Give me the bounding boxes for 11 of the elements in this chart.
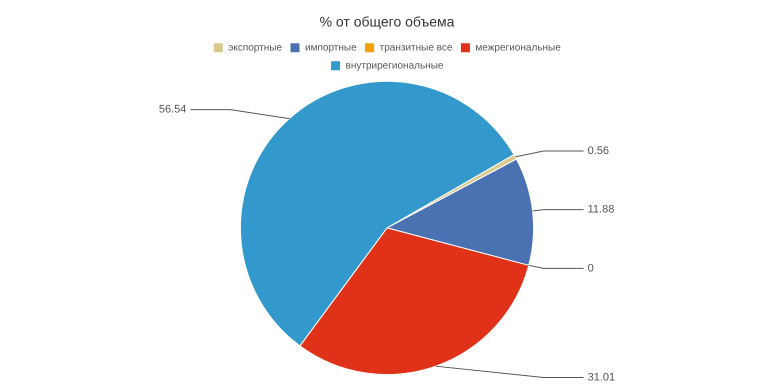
data-label: 0.56 [588, 145, 610, 158]
legend-label: межрегиональные [475, 42, 562, 54]
chart-title: % от общего объема [320, 13, 455, 30]
legend-label: внутрирегиональные [346, 60, 444, 72]
legend-label: экспортные [228, 42, 282, 54]
data-label: 31.01 [588, 372, 616, 384]
data-label: 56.54 [158, 104, 186, 116]
text: 0 [588, 262, 594, 274]
legend-label: импортные [305, 42, 358, 54]
data-label: 11.88 [588, 204, 614, 216]
legend-label: транзитные все [380, 42, 453, 54]
